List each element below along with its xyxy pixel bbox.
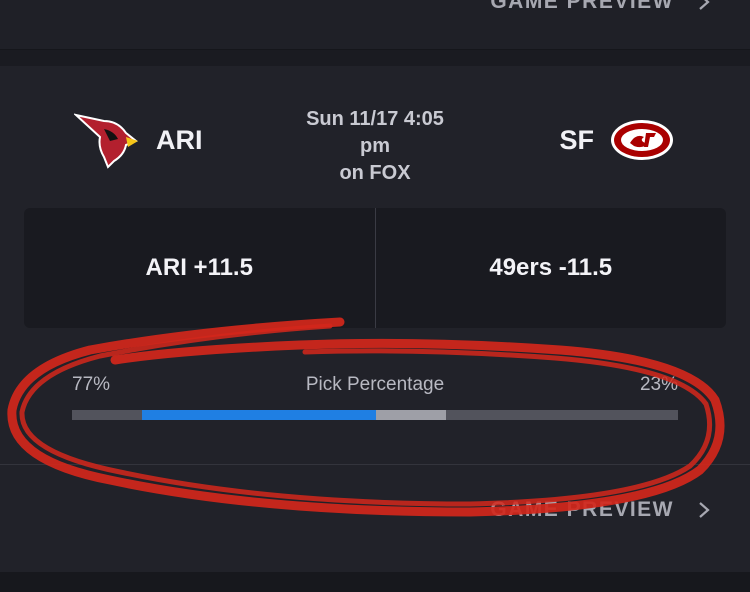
home-team-abbr: SF <box>559 124 594 155</box>
49ers-logo-icon <box>611 120 673 160</box>
home-spread-option[interactable]: 49ers -11.5 <box>489 254 613 281</box>
game-card: ARI Sun 11/17 4:05 pm on FOX SF ARI +11.… <box>0 66 750 572</box>
game-preview-label: GAME PREVIEW <box>490 0 674 13</box>
pick-percentage-title: Pick Percentage <box>305 374 445 395</box>
home-pick-percentage: 23% <box>639 374 678 395</box>
away-team[interactable]: ARI <box>74 111 203 169</box>
chevron-right-icon <box>699 0 710 10</box>
game-time-info: Sun 11/17 4:05 pm on FOX <box>270 106 480 187</box>
away-team-abbr: ARI <box>156 124 203 155</box>
home-team[interactable]: SF <box>559 111 676 169</box>
matchup-row: ARI Sun 11/17 4:05 pm on FOX SF <box>0 106 750 186</box>
game-time-suffix: pm <box>360 135 390 157</box>
game-date-time: Sun 11/17 4:05 <box>306 108 444 130</box>
card-divider <box>0 464 750 465</box>
spread-picker: ARI +11.5 49ers -11.5 <box>24 208 726 328</box>
game-preview-link[interactable]: GAME PREVIEW <box>490 498 712 522</box>
game-network: on FOX <box>339 162 411 184</box>
game-preview-label: GAME PREVIEW <box>490 498 674 521</box>
chevron-right-icon <box>699 502 710 518</box>
next-card-edge <box>0 572 750 592</box>
spread-divider <box>374 208 376 328</box>
pick-percentage-bar <box>72 410 678 420</box>
previous-game-card: GAME PREVIEW <box>0 0 750 50</box>
pick-bar-secondary-segment <box>376 410 446 420</box>
cardinals-logo-icon <box>74 113 138 169</box>
away-spread-option[interactable]: ARI +11.5 <box>145 254 253 281</box>
pick-bar-primary-segment <box>142 410 376 420</box>
game-preview-link-top[interactable]: GAME PREVIEW <box>490 0 712 14</box>
